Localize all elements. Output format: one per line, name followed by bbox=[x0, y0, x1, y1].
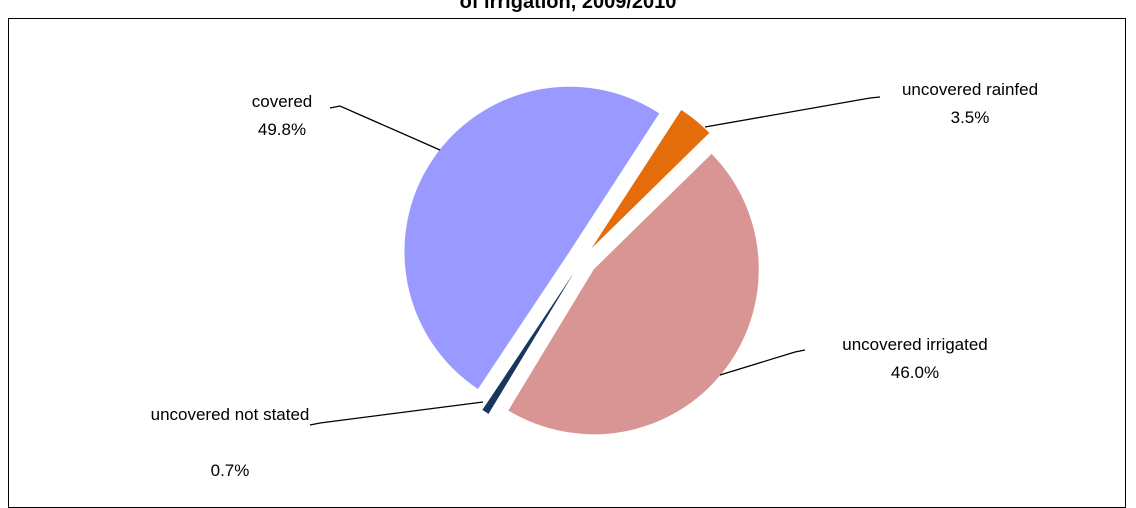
slice-value-label: 46.0% bbox=[890, 363, 940, 382]
slice-value-label: 49.8% bbox=[257, 120, 307, 139]
chart-title: of irrigation, 2009/2010 bbox=[459, 0, 677, 13]
leader-line bbox=[719, 349, 806, 376]
slice-value-label: 3.5% bbox=[950, 108, 990, 127]
leader-line bbox=[309, 401, 484, 426]
slice-value-label: 0.7% bbox=[210, 461, 250, 480]
pie-slice bbox=[482, 272, 574, 414]
leader-line bbox=[329, 105, 441, 151]
pie-slice bbox=[404, 86, 660, 390]
pie-slice bbox=[508, 153, 759, 435]
slice-label: uncovered not stated bbox=[150, 405, 310, 424]
leader-line bbox=[704, 96, 881, 128]
slice-label: uncovered rainfed bbox=[901, 80, 1039, 99]
chart bbox=[309, 86, 881, 435]
page: of irrigation, 2009/2010 (() => { const … bbox=[8, 0, 1126, 508]
slice-label: covered bbox=[251, 92, 313, 111]
pie-slice bbox=[591, 109, 710, 249]
slice-label: uncovered irrigated bbox=[842, 335, 988, 354]
